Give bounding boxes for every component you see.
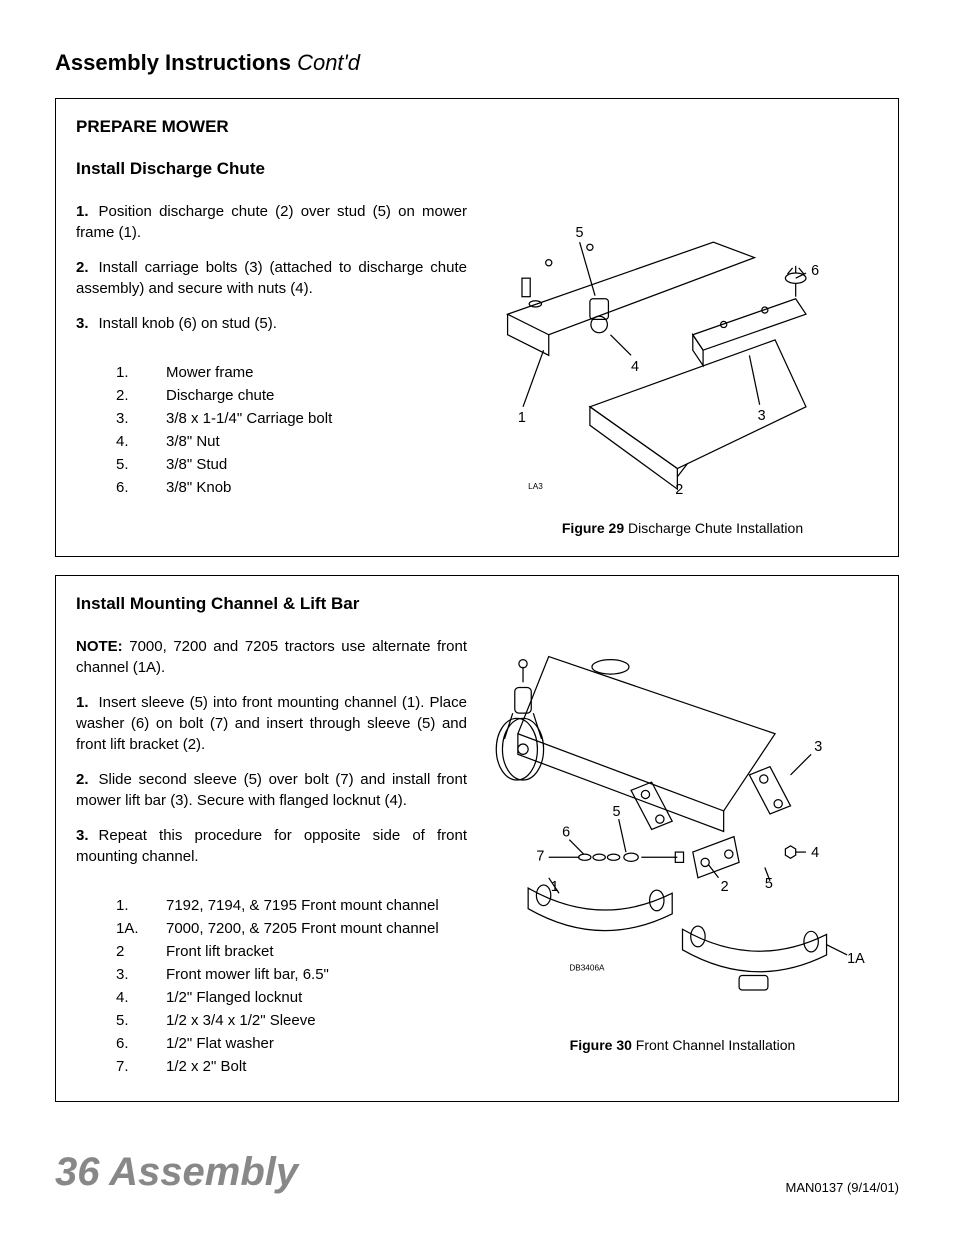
svg-text:4: 4 <box>811 845 819 861</box>
step-number: 2. <box>76 259 89 276</box>
step-number: 1. <box>76 694 89 711</box>
svg-text:2: 2 <box>721 879 729 895</box>
svg-text:1: 1 <box>518 410 526 426</box>
svg-text:5: 5 <box>575 225 583 241</box>
section-mounting-channel: Install Mounting Channel & Lift Bar NOTE… <box>55 575 899 1102</box>
section-heading: PREPARE MOWER <box>76 117 878 137</box>
step: 1.Insert sleeve (5) into front mounting … <box>76 692 467 755</box>
step: 3.Repeat this procedure for opposite sid… <box>76 825 467 867</box>
page-footer: 36 Assembly MAN0137 (9/14/01) <box>55 1150 899 1195</box>
section2-text-column: NOTE: 7000, 7200 and 7205 tractors use a… <box>76 636 467 1081</box>
step: 1.Position discharge chute (2) over stud… <box>76 201 467 243</box>
svg-text:LA3: LA3 <box>528 482 543 491</box>
figure-29-drawing: 1 2 3 4 5 6 LA3 <box>487 201 878 510</box>
parts-list: 1.Mower frame 2.Discharge chute 3.3/8 x … <box>116 364 467 496</box>
step-text: Install carriage bolts (3) (attached to … <box>76 259 467 297</box>
figure-30-drawing: 1 1A 2 3 4 5 5 6 7 DB3406A <box>487 636 878 1027</box>
page-title: Assembly Instructions Cont'd <box>55 50 899 76</box>
step-text: Position discharge chute (2) over stud (… <box>76 203 467 241</box>
step-number: 2. <box>76 771 89 788</box>
step-number: 3. <box>76 315 89 332</box>
list-item: 2Front lift bracket <box>116 943 467 960</box>
step-text: Insert sleeve (5) into front mounting ch… <box>76 694 467 753</box>
list-item: 4.3/8" Nut <box>116 433 467 450</box>
list-item: 6.1/2" Flat washer <box>116 1035 467 1052</box>
figure-30-caption: Figure 30 Front Channel Installation <box>570 1037 796 1053</box>
svg-text:5: 5 <box>765 876 773 892</box>
list-item: 6.3/8" Knob <box>116 479 467 496</box>
svg-text:6: 6 <box>811 263 819 279</box>
step: 2.Slide second sleeve (5) over bolt (7) … <box>76 769 467 811</box>
page-title-contd: Cont'd <box>291 50 360 75</box>
step-number: 1. <box>76 203 89 220</box>
section-prepare-mower: PREPARE MOWER Install Discharge Chute 1.… <box>55 98 899 557</box>
list-item: 1.Mower frame <box>116 364 467 381</box>
page-title-main: Assembly Instructions <box>55 50 291 75</box>
note: NOTE: 7000, 7200 and 7205 tractors use a… <box>76 636 467 678</box>
section1-text-column: 1.Position discharge chute (2) over stud… <box>76 201 467 536</box>
step-text: Install knob (6) on stud (5). <box>99 315 277 332</box>
list-item: 5.1/2 x 3/4 x 1/2" Sleeve <box>116 1012 467 1029</box>
svg-text:4: 4 <box>631 359 639 375</box>
sub-heading-chute: Install Discharge Chute <box>76 159 878 179</box>
list-item: 3.3/8 x 1-1/4" Carriage bolt <box>116 410 467 427</box>
svg-text:3: 3 <box>814 739 822 755</box>
footer-code: MAN0137 (9/14/01) <box>786 1180 899 1195</box>
list-item: 7.1/2 x 2" Bolt <box>116 1058 467 1075</box>
step-number: 3. <box>76 827 89 844</box>
section2-figure-column: 1 1A 2 3 4 5 5 6 7 DB3406A Figure 30 Fro… <box>487 636 878 1081</box>
svg-text:6: 6 <box>562 824 570 840</box>
sub-heading-mounting: Install Mounting Channel & Lift Bar <box>76 594 878 614</box>
list-item: 3.Front mower lift bar, 6.5" <box>116 966 467 983</box>
list-item: 1.7192, 7194, & 7195 Front mount channel <box>116 897 467 914</box>
svg-text:2: 2 <box>675 482 683 498</box>
step-text: Slide second sleeve (5) over bolt (7) an… <box>76 771 467 809</box>
svg-text:5: 5 <box>613 804 621 820</box>
svg-text:3: 3 <box>758 408 766 424</box>
list-item: 4.1/2" Flanged locknut <box>116 989 467 1006</box>
step: 2.Install carriage bolts (3) (attached t… <box>76 257 467 299</box>
svg-text:1A: 1A <box>847 951 865 967</box>
list-item: 1A.7000, 7200, & 7205 Front mount channe… <box>116 920 467 937</box>
list-item: 5.3/8" Stud <box>116 456 467 473</box>
parts-list: 1.7192, 7194, & 7195 Front mount channel… <box>116 897 467 1075</box>
svg-text:1: 1 <box>551 879 559 895</box>
list-item: 2.Discharge chute <box>116 387 467 404</box>
step-text: Repeat this procedure for opposite side … <box>76 827 467 865</box>
section1-figure-column: 1 2 3 4 5 6 LA3 Figure 29 Discharge Chut… <box>487 201 878 536</box>
svg-text:7: 7 <box>536 848 544 864</box>
footer-title: 36 Assembly <box>55 1150 298 1195</box>
svg-text:DB3406A: DB3406A <box>569 963 605 972</box>
figure-29-caption: Figure 29 Discharge Chute Installation <box>562 520 803 536</box>
step: 3. Install knob (6) on stud (5). <box>76 313 467 334</box>
